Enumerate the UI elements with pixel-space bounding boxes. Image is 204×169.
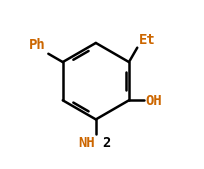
- Text: Et: Et: [138, 33, 155, 47]
- Text: NH: NH: [78, 136, 95, 150]
- Text: OH: OH: [145, 94, 162, 108]
- Text: Ph: Ph: [29, 38, 46, 52]
- Text: 2: 2: [102, 136, 110, 150]
